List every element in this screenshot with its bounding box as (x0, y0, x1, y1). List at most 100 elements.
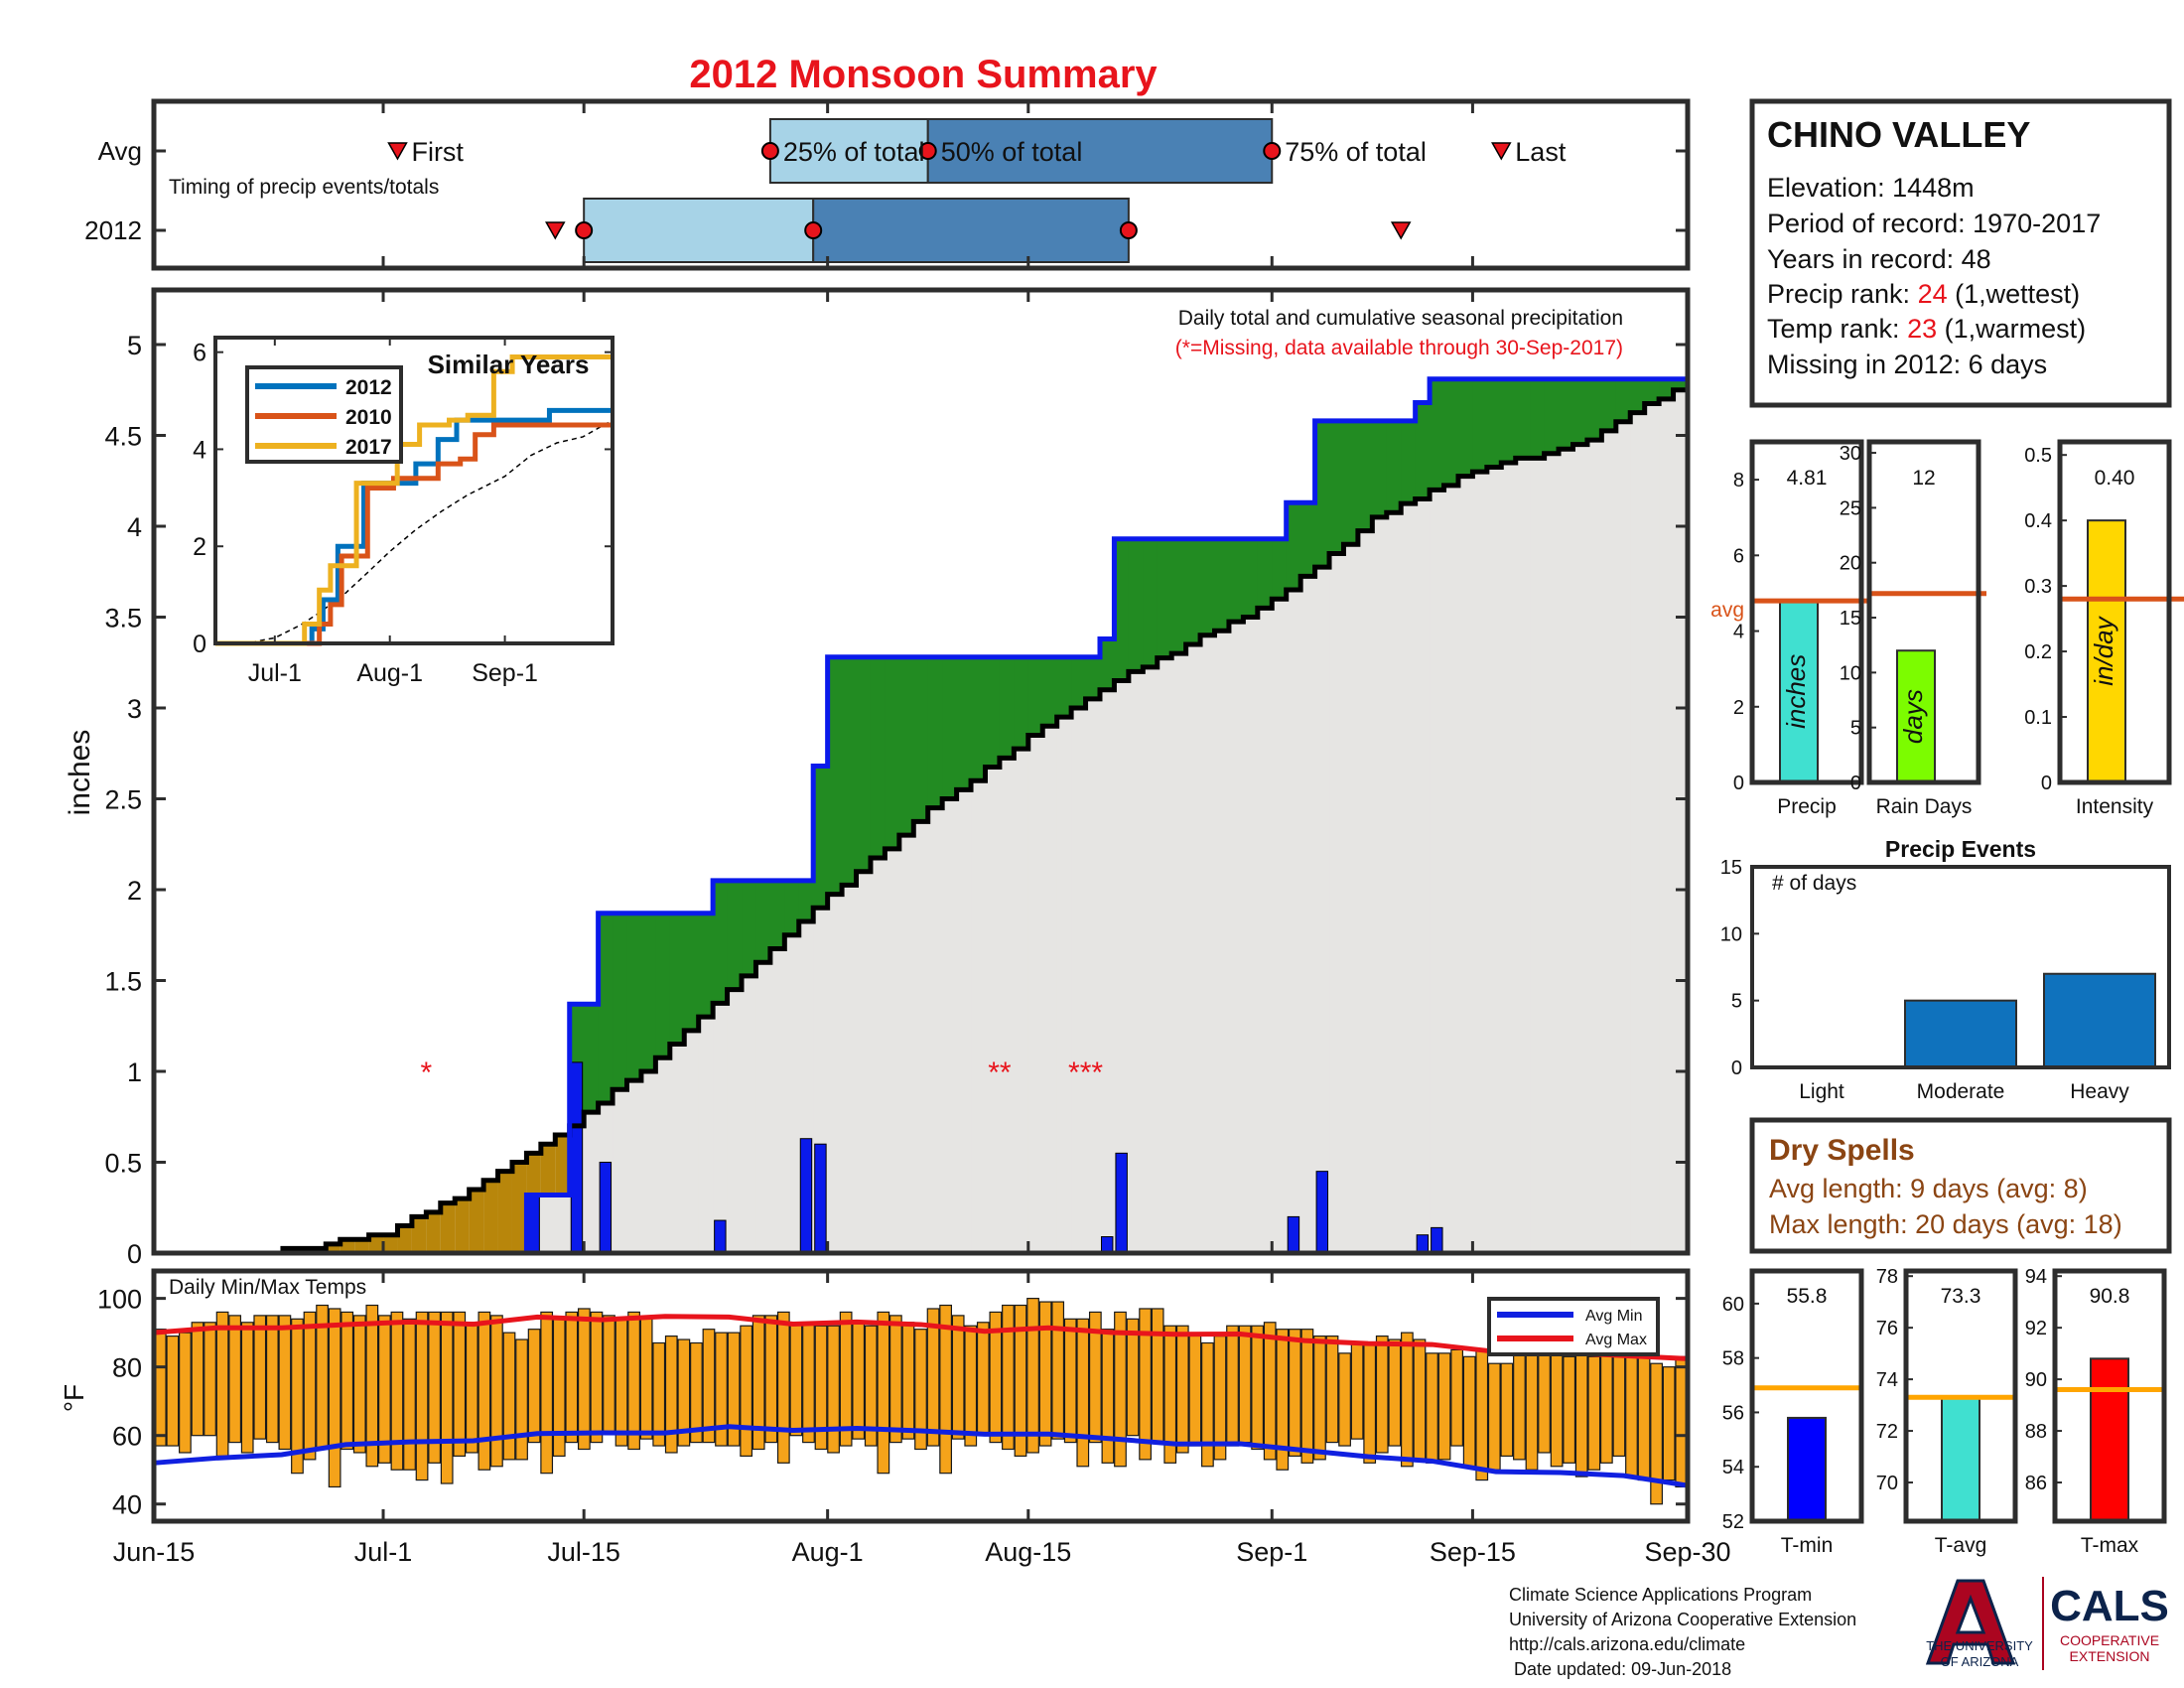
inset-xtick-label: Jul-1 (248, 659, 302, 687)
precip-plot: 00.511.522.533.544.55* ** *** (104, 331, 1691, 1269)
daily-temp-bar (179, 1332, 192, 1454)
below-average-fill (469, 1189, 484, 1253)
above-average-fill (842, 656, 858, 886)
date-axis: Jun-15 Jul-1 Jul-15 Aug-1 Aug-15 Sep-1 Sep-15 S… (113, 101, 1731, 1567)
daily-precip-bar (1431, 1226, 1443, 1254)
ua-logo: THE UNIVERSITY OF ARIZONA (1925, 1579, 2033, 1669)
avg-cumulative-fill (1171, 653, 1187, 1253)
daily-temp-bar (215, 1311, 229, 1458)
daily-temp-bar (877, 1311, 890, 1475)
avg-cumulative-fill (827, 894, 843, 1253)
above-average-fill (1257, 538, 1273, 609)
timing-box-25-50 (583, 198, 815, 263)
tmin-ytick-label: 56 (1722, 1402, 1744, 1424)
above-average-fill (1443, 378, 1459, 486)
daily-temp-bar (939, 1304, 953, 1475)
intensity-ytick-label: 0.2 (2024, 641, 2052, 663)
events-ytick-label: 10 (1720, 923, 1742, 945)
daily-precip-bar (1287, 1215, 1300, 1254)
timing-box-25-50 (768, 118, 929, 184)
avg-cumulative-fill (1014, 749, 1029, 1253)
above-average-fill (971, 656, 987, 781)
daily-temp-bar (1014, 1304, 1027, 1458)
above-average-fill (584, 1004, 600, 1113)
precip-bar (1779, 599, 1819, 783)
avg-cumulative-fill (1071, 708, 1087, 1253)
raindays-ytick-label: 5 (1850, 718, 1861, 740)
below-average-fill (526, 1153, 542, 1196)
daily-temp-bar (265, 1315, 279, 1444)
daily-temp-bar (1114, 1311, 1127, 1468)
avg-cumulative-fill (1027, 735, 1043, 1253)
dry-spells-box: Dry Spells Avg length: 9 days (avg: 8) M… (1749, 1117, 2172, 1254)
above-average-fill (1200, 538, 1216, 635)
temps-ytick-label: 80 (112, 1353, 142, 1383)
below-average-fill (397, 1225, 413, 1253)
below-average-fill (483, 1180, 499, 1253)
daily-temp-bar (1574, 1341, 1588, 1477)
timing-percentile-marker (1119, 221, 1138, 239)
above-average-fill (1401, 420, 1417, 504)
avg-cumulative-fill (1501, 462, 1517, 1253)
above-average-fill (626, 913, 642, 1081)
precip-events-panel: Precip Events Light Moderate Heavy 0 5 10 15 #… (1720, 836, 2171, 1103)
precip-note-line2: (*=Missing, data available through 30-Se… (1175, 337, 1623, 359)
precip-ytick-label: 0.5 (104, 1149, 142, 1179)
daily-temp-bar (1388, 1338, 1402, 1447)
daily-temp-bar (627, 1311, 640, 1451)
above-average-fill (1228, 538, 1244, 623)
below-average-fill (511, 1162, 528, 1253)
cals-wordmark: CALS (2050, 1582, 2169, 1630)
tmax-ytick-label: 92 (2025, 1318, 2047, 1339)
daily-temp-bar (1051, 1301, 1065, 1440)
daily-temp-bar (502, 1332, 516, 1461)
daily-temp-bar (1026, 1298, 1039, 1454)
precip-label: Precip (1777, 795, 1837, 818)
daily-temp-bar (1475, 1348, 1489, 1481)
above-average-fill (898, 656, 914, 836)
station-frame (1749, 98, 2172, 408)
above-average-fill (1372, 420, 1388, 517)
above-average-fill (1056, 656, 1072, 718)
avg-cumulative-fill (1214, 631, 1230, 1253)
daily-temp-bar (1426, 1352, 1438, 1464)
above-average-fill (655, 913, 671, 1058)
above-average-fill (1586, 378, 1602, 441)
avg-cumulative-fill (769, 948, 785, 1253)
daily-temp-bar (964, 1325, 978, 1447)
precip-ytick-label: 6 (1733, 545, 1744, 567)
daily-temp-bar (1251, 1325, 1265, 1451)
station-years: Years in record: 48 (1767, 244, 1991, 274)
daily-temp-bar (1587, 1355, 1601, 1471)
events-plot: Light Moderate Heavy 0 5 10 15 (1720, 857, 2169, 1103)
daily-temp-bar (540, 1311, 554, 1475)
avg-cumulative-fill (1530, 458, 1546, 1253)
inset-ytick-label: 4 (193, 436, 206, 464)
daily-temp-bar (204, 1322, 216, 1437)
daily-temp-bar (702, 1329, 716, 1444)
avg-cumulative-fill (1314, 567, 1330, 1253)
precip-ytick-label: 2 (127, 876, 142, 906)
above-average-fill (1185, 538, 1201, 644)
precip-panel: 00.511.522.533.544.55* ** *** inches Daily… (64, 287, 1691, 1269)
precip-value: 4.81 (1787, 467, 1828, 490)
below-average-fill (555, 1135, 571, 1196)
above-average-fill (698, 913, 714, 1018)
tavg-frame (1903, 1268, 2018, 1524)
above-average-fill (1515, 378, 1531, 459)
above-average-fill (927, 656, 943, 808)
daily-temp-bar (1487, 1362, 1501, 1471)
raindays-unit-label: days (1898, 689, 1928, 744)
daily-temp-bar (341, 1311, 354, 1451)
avg-cumulative-fill (1300, 576, 1316, 1253)
above-average-fill (942, 656, 958, 799)
daily-precip-bar (714, 1219, 727, 1254)
dry-max-length: Max length: 20 days (avg: 18) (1769, 1209, 2122, 1239)
avg-cumulative-fill (927, 807, 943, 1253)
daily-temp-bar (852, 1322, 866, 1440)
daily-temp-bar (1500, 1362, 1514, 1458)
raindays-value: 12 (1912, 467, 1935, 490)
precip-ytick-label: 8 (1733, 470, 1744, 492)
above-average-fill (1128, 538, 1144, 672)
